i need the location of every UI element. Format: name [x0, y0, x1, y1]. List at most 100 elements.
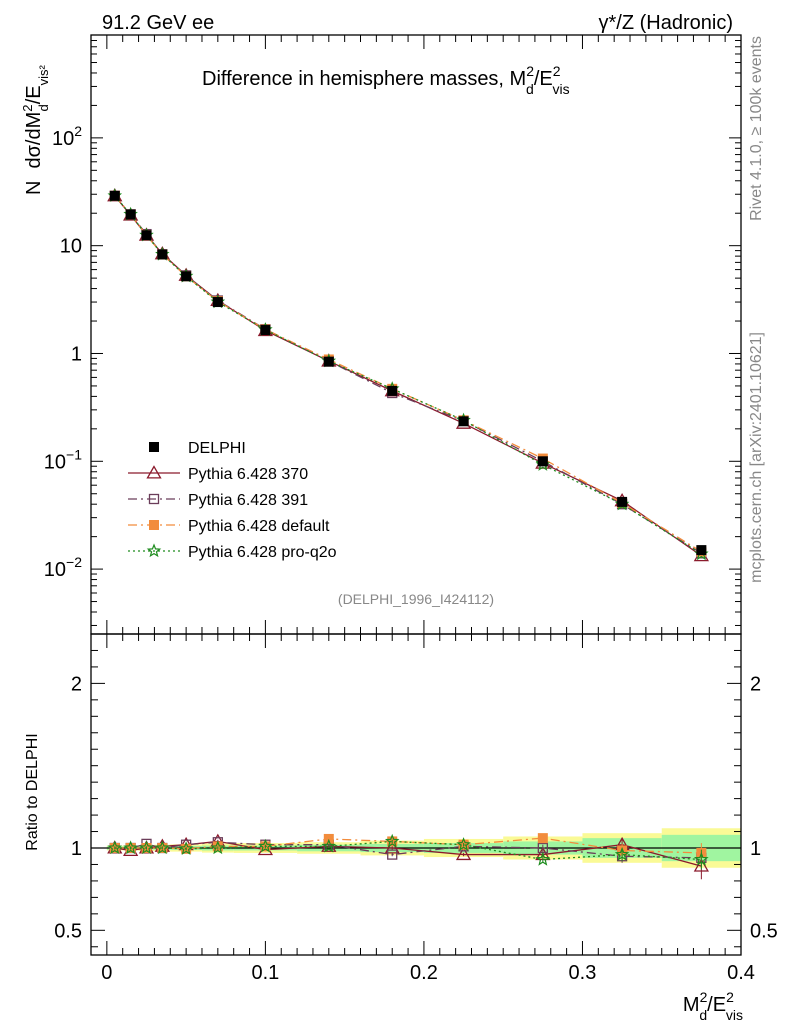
- main-point-0-4: [181, 271, 192, 282]
- ratio-point-3-12: [694, 851, 709, 866]
- main-point-0-2: [141, 230, 152, 241]
- analysis-id: (DELPHI_1996_I424112): [338, 591, 494, 607]
- ylabel-part1: dσ/dM: [23, 112, 45, 169]
- ratio-point-3-7: [321, 838, 337, 853]
- xtick-label-1: 0.1: [251, 962, 279, 984]
- main-ytick-label-1: 10−1: [44, 446, 82, 473]
- legend-item-3: Pythia 6.428 default: [128, 518, 330, 535]
- main-ytick-label-3: 10: [60, 236, 82, 258]
- legend-label-2: Pythia 6.428 391: [188, 492, 308, 509]
- title-sub2: vis: [553, 81, 570, 97]
- x-axis-label: M2 d/E2 vis: [683, 989, 743, 1023]
- xtick-label-2: 0.2: [410, 962, 438, 984]
- header-right: γ*/Z (Hadronic): [599, 12, 733, 34]
- ylabel-part2: /E: [23, 85, 45, 104]
- title-sup2: 2: [553, 63, 561, 79]
- xlabel-sub2: vis: [726, 1007, 743, 1023]
- xlabel-slash: /E: [707, 994, 726, 1016]
- ratio-point-3-5: [210, 840, 226, 855]
- ratio-point-0-7: [321, 838, 337, 852]
- xlabel-m: M: [683, 994, 700, 1016]
- main-point-0-6: [260, 325, 271, 336]
- ratio-point-3-8: [384, 833, 400, 848]
- ytick-exp: −2: [66, 554, 82, 570]
- ratio-point-3-2: [139, 840, 154, 855]
- ytick-exp: −1: [66, 446, 82, 462]
- ratio-point-0-9: [455, 846, 472, 861]
- main-point-0-11: [617, 496, 628, 507]
- ytick-base: 10: [44, 451, 66, 473]
- title-sub: d: [526, 81, 534, 97]
- title-text: Difference in hemisphere masses, M: [202, 68, 526, 90]
- ratio-ytick-label-right-0: 0.5: [750, 920, 778, 942]
- ylabel-n: N: [23, 181, 45, 195]
- main-point-0-5: [212, 297, 223, 308]
- ylabel-text: Ndσ/dM2d/Evis²: [20, 64, 51, 195]
- ratio-ytick-label-left-2: 2: [71, 673, 82, 695]
- ratio-ytick-label-left-0: 0.5: [54, 920, 82, 942]
- xlabel-sup: 2: [700, 989, 708, 1005]
- ratio-point-0-8: [384, 840, 400, 854]
- xtick-label-0: 0: [101, 962, 112, 984]
- legend-item-2: Pythia 6.428 391: [128, 492, 308, 509]
- main-point-0-0: [109, 190, 120, 201]
- ytick-exp: 2: [74, 123, 82, 139]
- ratio-point-3-3: [155, 840, 170, 855]
- ytick-base: 10: [60, 236, 82, 258]
- ylabel-sup: 2: [20, 105, 35, 112]
- main-point-0-3: [157, 249, 168, 260]
- ratio-point-3-10: [535, 851, 551, 866]
- main-series: [107, 188, 709, 562]
- ratio-ylabel: Ratio to DELPHI: [24, 733, 41, 850]
- legend-label-3: Pythia 6.428 default: [188, 518, 330, 535]
- ratio-point-3-6: [258, 838, 273, 853]
- legend-item-0: DELPHI: [149, 440, 246, 457]
- legend-marker-1: [146, 465, 162, 479]
- ytick-base: 10: [44, 559, 66, 581]
- legend-marker-2: [148, 493, 160, 505]
- ratio-point-2-10: [537, 833, 548, 844]
- legend-marker-4: [146, 543, 162, 558]
- ratio-point-0-12: [693, 858, 709, 872]
- title-sup: 2: [526, 63, 534, 79]
- ratio-point-3-9: [456, 837, 471, 851]
- xtick-label-4: 0.4: [727, 962, 755, 984]
- legend-marker-0: [149, 442, 159, 452]
- ytick-base: 10: [52, 128, 74, 150]
- xtick-label-3: 0.3: [569, 962, 597, 984]
- watermark-top: Rivet 4.1.0, ≥ 100k events: [748, 36, 765, 221]
- ratio-series: [107, 833, 709, 880]
- ylabel-sub2: vis²: [36, 64, 51, 85]
- legend-label-0: DELPHI: [188, 440, 246, 457]
- ratio-point-3-4: [178, 841, 194, 856]
- main-ytick-label-2: 1: [71, 343, 82, 365]
- ratio-ytick-label-right-1: 1: [750, 838, 761, 860]
- watermark-bottom: mcplots.cern.ch [arXiv:2401.10621]: [748, 332, 765, 583]
- header-left: 91.2 GeV ee: [102, 12, 214, 34]
- main-ytick-label-0: 10−2: [44, 554, 82, 581]
- main-ytick-label-4: 102: [52, 123, 82, 150]
- main-point-0-7: [323, 356, 334, 367]
- main-ylabel: Ndσ/dM2d/Evis²: [20, 64, 51, 195]
- legend-item-4: Pythia 6.428 pro-q2o: [128, 543, 337, 561]
- main-point-0-8: [387, 385, 398, 396]
- legend-label-4: Pythia 6.428 pro-q2o: [188, 544, 337, 561]
- ratio-frame: [90, 633, 742, 956]
- ytick-base: 1: [71, 343, 82, 365]
- ylabel-sub: d: [36, 104, 51, 111]
- xlabel-sup2: 2: [726, 989, 734, 1005]
- legend-marker-3: [149, 520, 159, 530]
- legend: DELPHI Pythia 6.428 370 Pythia 6.428 391 Py…: [128, 440, 337, 561]
- legend-item-1: Pythia 6.428 370: [128, 465, 308, 483]
- title-slash: /E: [534, 68, 553, 90]
- main-point-0-1: [125, 209, 136, 220]
- main-point-0-9: [458, 416, 469, 427]
- legend-label-1: Pythia 6.428 370: [188, 466, 308, 483]
- main-series-0: [109, 190, 707, 556]
- ratio-ytick-label-left-1: 1: [71, 838, 82, 860]
- ratio-point-1-8: [387, 849, 398, 860]
- ratio-series-3: [107, 833, 709, 870]
- ratio-ytick-label-right-2: 2: [750, 673, 761, 695]
